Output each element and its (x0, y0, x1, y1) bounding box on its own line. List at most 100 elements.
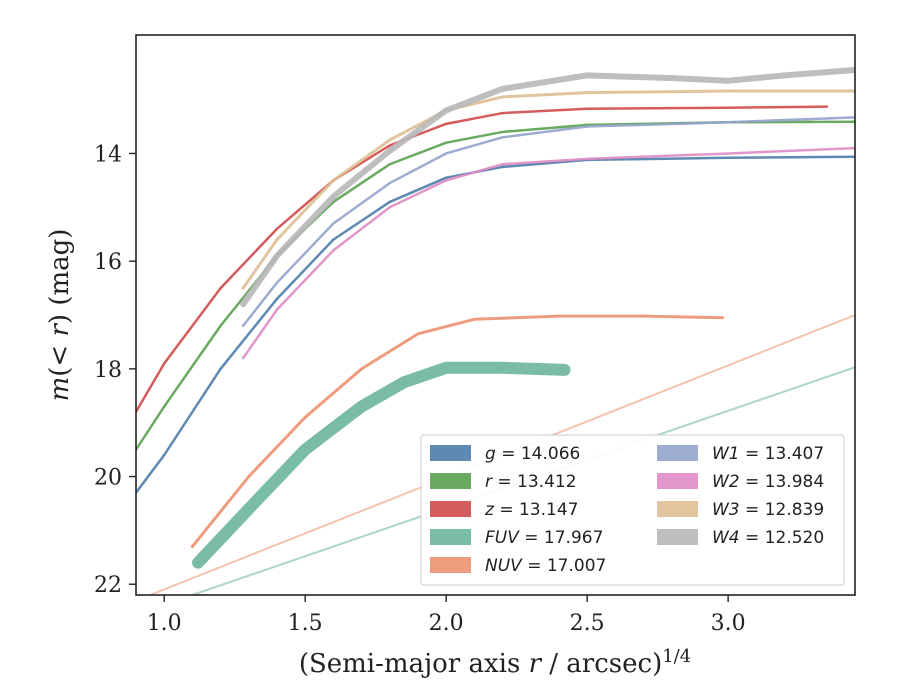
legend-label: W2 = 13.984 (712, 472, 824, 492)
data-point (247, 508, 250, 510)
data-point (642, 315, 645, 317)
legend-swatch (430, 557, 471, 573)
legend-swatch (430, 501, 471, 517)
data-point (332, 238, 335, 241)
legend-label: g = 14.066 (485, 444, 580, 464)
data-point (242, 303, 244, 306)
data-point (783, 74, 786, 77)
data-point (501, 166, 504, 168)
data-point (445, 141, 447, 144)
data-point (501, 136, 504, 139)
y-tick-label: 16 (94, 250, 122, 275)
data-point (332, 222, 335, 225)
data-point (501, 96, 504, 98)
data-point (304, 416, 306, 419)
plot-frame (135, 34, 856, 596)
data-point (445, 176, 447, 179)
series-layer (136, 67, 855, 569)
data-point (276, 254, 278, 257)
data-point (473, 318, 476, 321)
data-point (388, 206, 391, 209)
data-point (276, 228, 278, 230)
legend-swatch (657, 501, 698, 517)
data-point (247, 475, 250, 478)
legend-swatch (430, 529, 471, 545)
data-point (242, 357, 244, 359)
data-point (219, 324, 222, 327)
data-point (586, 158, 588, 160)
data-point (242, 324, 244, 327)
legend-swatch (657, 529, 698, 545)
x-axis-title: (Semi-major axis r / arcsec)1/4 (299, 646, 691, 679)
legend-swatch (657, 445, 698, 461)
data-point (727, 106, 729, 109)
x-tick-label: 2.5 (570, 611, 605, 636)
data-point (727, 156, 729, 159)
data-point (501, 163, 504, 166)
data-point (445, 109, 447, 112)
legend: g = 14.066 r = 13.412 z = 13.147 FUV = 17.9… (420, 434, 845, 586)
data-point (242, 287, 244, 289)
data-point (501, 366, 504, 369)
data-point (360, 368, 363, 370)
legend-label: W1 = 13.407 (712, 444, 824, 464)
data-point (197, 561, 199, 564)
y-tick-label: 14 (94, 142, 122, 167)
x-tick-label: 1.0 (147, 611, 182, 636)
data-point (163, 362, 165, 365)
y-tick-label: 22 (94, 573, 122, 598)
data-point (501, 131, 504, 133)
data-point (388, 144, 391, 147)
legend-swatch (657, 473, 698, 489)
data-point (332, 195, 335, 198)
data-point (727, 90, 729, 92)
data-point (276, 308, 278, 311)
x-tick-label: 1.5 (288, 611, 323, 636)
legend-label: W4 = 12.520 (712, 528, 824, 548)
x-tick-label: 2.0 (429, 611, 464, 636)
data-point (388, 163, 391, 166)
data-point (826, 105, 828, 108)
y-tick-label: 18 (94, 358, 122, 383)
y-axis: 14 16 18 20 22 (94, 142, 136, 598)
data-point (276, 238, 278, 241)
data-point (403, 381, 405, 384)
data-point (586, 107, 588, 110)
data-point (445, 179, 447, 182)
legend-swatch (430, 473, 471, 489)
y-tick-label: 20 (94, 466, 122, 491)
data-point (445, 152, 447, 155)
data-point (501, 88, 504, 90)
data-point (219, 368, 222, 370)
data-point (276, 281, 278, 284)
data-point (388, 182, 391, 184)
data-point (445, 123, 447, 125)
data-point (586, 125, 588, 128)
data-point (727, 79, 729, 82)
data-point (332, 201, 335, 203)
data-point (388, 149, 391, 152)
data-point (727, 152, 729, 155)
series-line (192, 361, 571, 569)
legend-label: z = 13.147 (484, 500, 578, 520)
x-axis: 1.0 1.5 2.0 2.5 3.0 (147, 595, 746, 636)
data-point (721, 316, 724, 319)
legend-label: r = 13.412 (485, 472, 577, 492)
data-point (360, 405, 363, 408)
data-point (586, 91, 588, 94)
data-point (727, 121, 729, 124)
data-point (445, 366, 447, 369)
y-axis-title: m(< r) (mag) (45, 229, 75, 402)
data-point (163, 405, 165, 408)
x-tick-label: 3.0 (711, 611, 746, 636)
data-point (670, 77, 673, 79)
data-point (417, 333, 419, 335)
data-point (501, 112, 504, 114)
data-point (388, 201, 391, 203)
data-point (163, 454, 165, 456)
data-point (191, 545, 194, 548)
data-point (586, 74, 588, 77)
data-point (219, 287, 222, 289)
legend-label: FUV = 17.967 (485, 528, 603, 548)
